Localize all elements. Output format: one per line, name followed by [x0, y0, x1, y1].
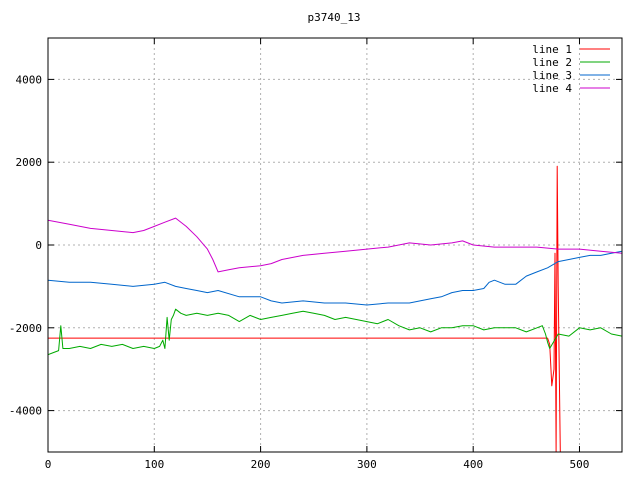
y-tick-label: -4000 [9, 405, 42, 418]
legend-label: line 2 [532, 56, 572, 69]
x-tick-label: 200 [251, 458, 271, 471]
x-tick-label: 500 [570, 458, 590, 471]
ticks: 0 100 200 300 400 500 -4000 -2000 0 2000 4000 [9, 38, 622, 471]
y-tick-label: -2000 [9, 322, 42, 335]
grid [48, 38, 622, 452]
series-line-3 [48, 250, 622, 306]
legend-label: line 1 [532, 43, 572, 56]
x-tick-label: 400 [463, 458, 483, 471]
y-tick-label: 4000 [16, 73, 43, 86]
chart-title: p3740_13 [308, 11, 361, 24]
series-line-4 [48, 217, 622, 273]
y-tick-label: 2000 [16, 156, 43, 169]
legend-label: line 3 [532, 69, 572, 82]
series-line-1 [48, 165, 561, 452]
x-tick-label: 300 [357, 458, 377, 471]
series-line-2 [48, 308, 622, 356]
legend-label: line 4 [532, 82, 572, 95]
x-tick-label: 100 [144, 458, 164, 471]
x-tick-label: 0 [45, 458, 52, 471]
y-tick-label: 0 [35, 239, 42, 252]
series-layer [48, 165, 622, 452]
